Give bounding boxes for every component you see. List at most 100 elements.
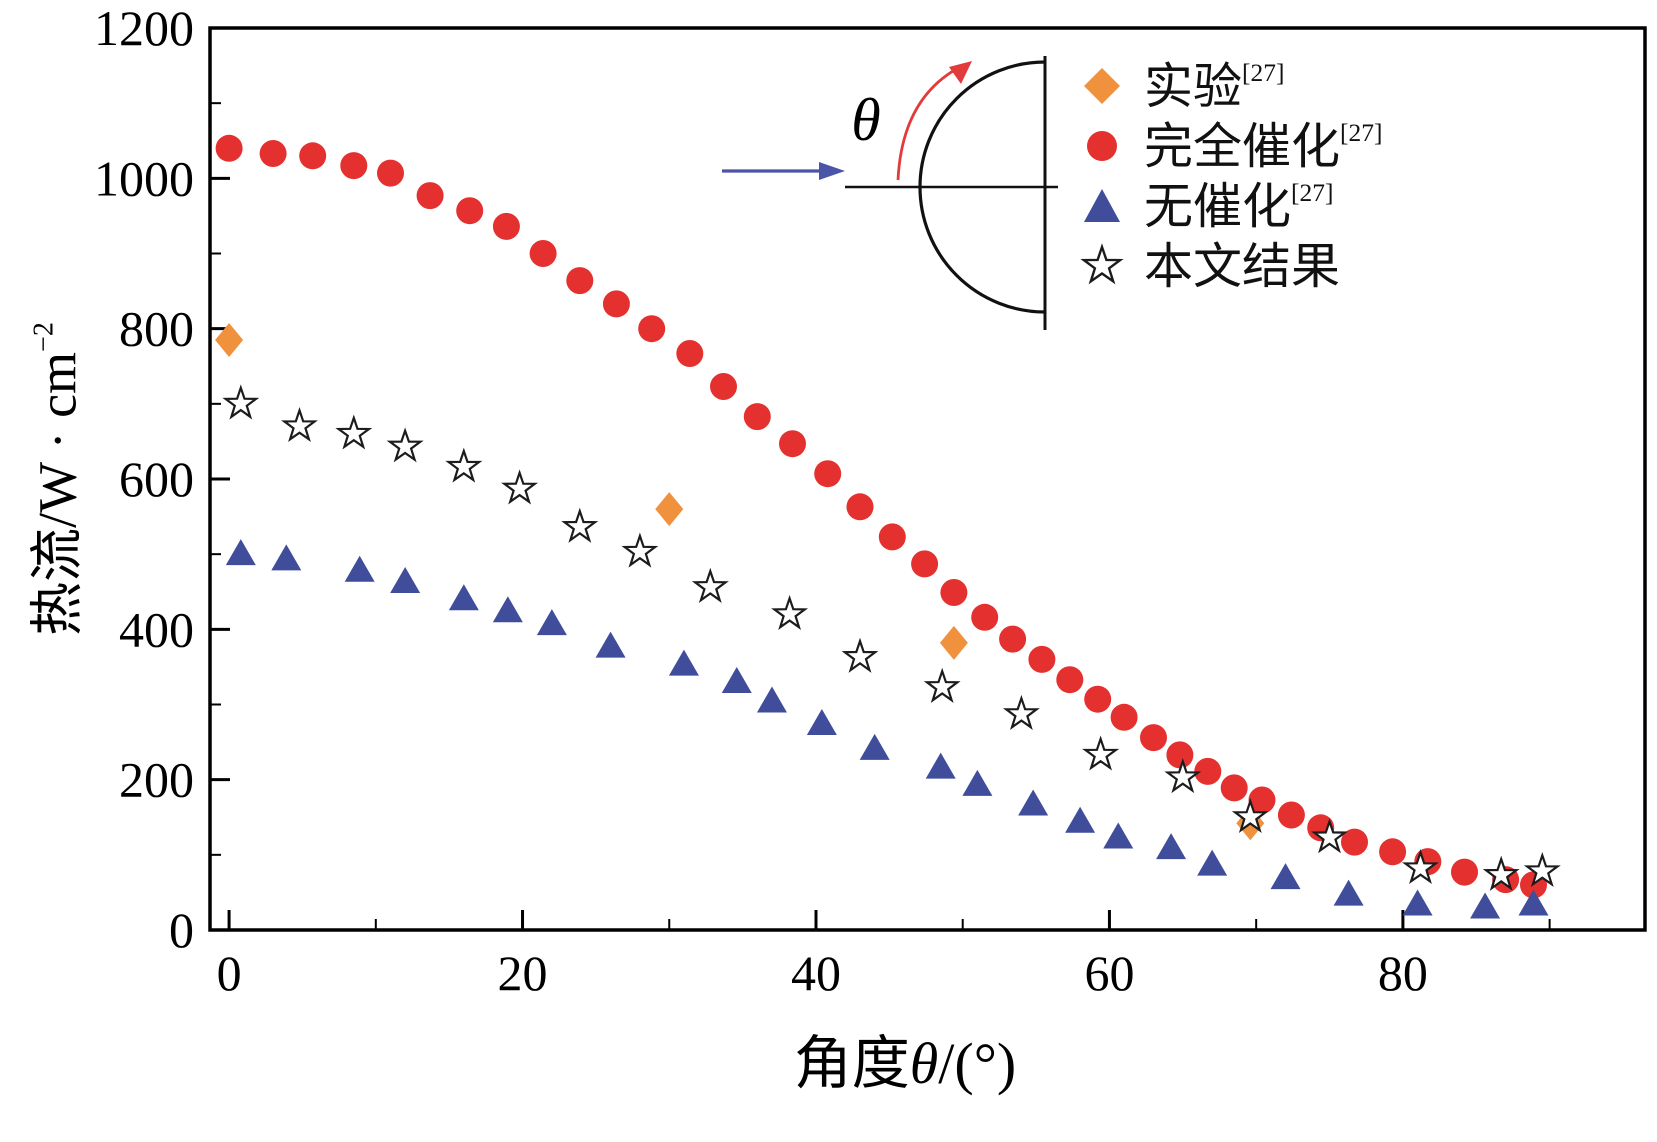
data-point-triangle — [1065, 806, 1096, 833]
diamond-shape — [1084, 68, 1120, 104]
x-axis-title-prefix: 角度 — [793, 1031, 910, 1096]
data-point-star — [1482, 855, 1520, 891]
data-point-diamond — [655, 492, 684, 527]
data-point-star — [621, 532, 659, 568]
plot-frame — [208, 26, 1647, 932]
legend-label-text: 实验 — [1144, 58, 1243, 114]
data-point-triangle — [271, 544, 302, 571]
data-point-star — [923, 667, 961, 703]
data-point-circle — [602, 290, 630, 318]
data-point-star — [445, 447, 483, 483]
data-point-triangle — [925, 752, 956, 779]
legend: 实验[27] 完全催化[27] 无催化[27] 本文结果 — [1078, 60, 1382, 292]
data-point-circle — [299, 142, 327, 170]
y-axis-title-main: 热流/W · cm — [27, 351, 88, 636]
data-point-triangle — [536, 609, 567, 636]
data-point-circle — [1248, 786, 1276, 814]
data-point-triangle — [721, 666, 752, 693]
legend-label-text: 本文结果 — [1144, 238, 1341, 294]
legend-item-present-results: 本文结果 — [1078, 240, 1382, 292]
triangle-shape — [1084, 189, 1120, 222]
data-point-circle — [940, 579, 968, 606]
x-axis-title-theta: θ — [909, 1031, 939, 1096]
data-point-star — [1231, 797, 1269, 833]
legend-label-text: 无催化 — [1144, 178, 1292, 234]
legend-item-fully-catalytic: 完全催化[27] — [1078, 120, 1382, 172]
data-point-triangle — [962, 769, 993, 796]
data-point-circle — [416, 182, 444, 210]
data-point-star — [771, 594, 809, 630]
data-point-triangle — [806, 709, 837, 736]
data-point-triangle — [1197, 849, 1228, 876]
star-marker-icon — [1080, 243, 1124, 285]
data-point-triangle — [859, 733, 890, 760]
legend-label-superscript: [27] — [1242, 58, 1285, 88]
data-point-circle — [1220, 774, 1248, 802]
data-point-star — [501, 469, 539, 505]
legend-item-experiment: 实验[27] — [1078, 60, 1382, 112]
data-point-circle — [1056, 666, 1084, 694]
data-point-star — [1164, 757, 1202, 794]
y-axis-title-superscript: −2 — [28, 322, 60, 352]
data-point-triangle — [1402, 889, 1433, 916]
diamond-marker-icon — [1084, 68, 1120, 104]
data-point-triangle — [1518, 889, 1549, 916]
data-point-triangle — [1103, 822, 1134, 849]
legend-label-superscript: [27] — [1340, 118, 1383, 148]
data-point-circle — [911, 550, 939, 578]
data-point-circle — [1028, 645, 1056, 673]
theta-sweep-arrow — [896, 65, 961, 181]
data-point-star — [281, 406, 318, 443]
data-point-triangle — [492, 596, 523, 623]
data-point-triangle — [225, 539, 256, 566]
legend-label-text: 完全催化 — [1144, 118, 1341, 174]
data-point-star — [1402, 848, 1439, 885]
data-point-circle — [710, 373, 737, 400]
x-tick-label: 0 — [217, 945, 242, 1001]
y-tick-label: 0 — [169, 902, 194, 958]
x-axis-title-suffix: /(°) — [938, 1031, 1017, 1096]
data-point-circle — [215, 134, 243, 162]
data-point-circle — [1166, 741, 1194, 769]
data-point-circle — [1110, 703, 1138, 731]
data-point-triangle — [1156, 833, 1187, 860]
y-tick-label: 600 — [119, 451, 194, 507]
data-point-circle — [676, 340, 704, 367]
data-point-circle — [1084, 685, 1112, 713]
data-point-triangle — [1018, 789, 1049, 816]
x-axis-title: 角度θ/(°) — [794, 1016, 1016, 1100]
data-point-triangle — [595, 631, 626, 658]
data-point-triangle — [668, 649, 699, 676]
triangle-marker-icon — [1084, 189, 1120, 222]
data-point-star — [222, 384, 260, 420]
data-point-star — [561, 507, 599, 543]
y-tick-label: 800 — [119, 301, 194, 357]
circle-marker-icon — [1087, 131, 1117, 161]
y-tick-label: 200 — [119, 752, 194, 808]
theta-arrow-head-icon — [949, 61, 972, 84]
data-point-circle — [1194, 757, 1222, 785]
theta-symbol-label: θ — [851, 87, 880, 153]
y-tick-label: 1000 — [94, 150, 194, 206]
data-point-circle — [779, 430, 806, 458]
legend-label: 本文结果 — [1144, 242, 1340, 291]
legend-label: 无催化[27] — [1144, 178, 1333, 234]
data-point-circle — [1341, 828, 1368, 856]
data-point-circle — [1277, 801, 1305, 829]
data-point-circle — [814, 460, 842, 488]
data-point-circle — [566, 267, 594, 295]
data-point-star — [1523, 851, 1561, 888]
flow-arrow-head-icon — [819, 162, 845, 180]
data-point-circle — [1451, 858, 1478, 886]
circle-shape — [1087, 131, 1117, 161]
legend-label: 完全催化[27] — [1144, 118, 1382, 174]
y-tick-label: 1200 — [94, 0, 194, 56]
data-point-triangle — [448, 584, 479, 611]
data-point-triangle — [344, 555, 375, 582]
data-point-circle — [846, 493, 874, 521]
data-point-circle — [971, 603, 999, 631]
data-point-star — [841, 637, 879, 673]
data-point-star — [1082, 735, 1120, 771]
